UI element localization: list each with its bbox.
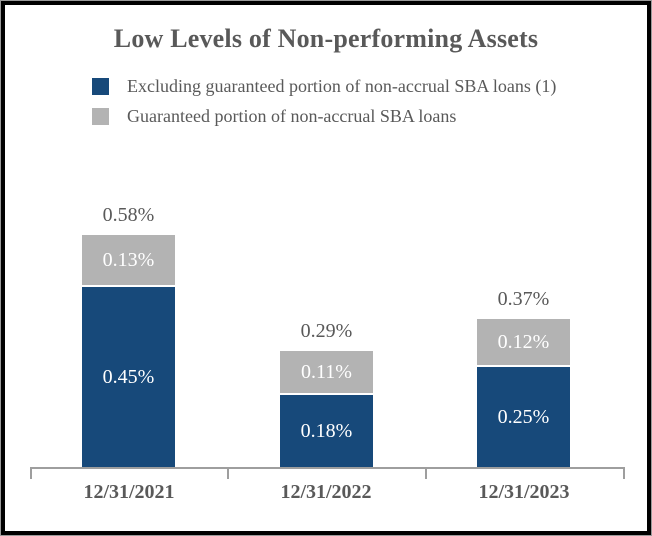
bar-segment-excluding: 0.25% bbox=[477, 367, 570, 467]
legend-item-excluding: Excluding guaranteed portion of non-accr… bbox=[92, 76, 556, 97]
bar-segment-guaranteed: 0.13% bbox=[82, 235, 175, 287]
chart-stage: Low Levels of Non-performing Assets Excl… bbox=[5, 5, 647, 531]
segment-value-label: 0.45% bbox=[102, 365, 155, 388]
segment-value-label: 0.12% bbox=[497, 330, 550, 353]
x-axis-tick bbox=[30, 467, 32, 479]
chart-title: Low Levels of Non-performing Assets bbox=[113, 24, 539, 53]
legend-label: Guaranteed portion of non-accrual SBA lo… bbox=[127, 106, 457, 126]
x-axis-tick bbox=[227, 467, 229, 479]
segment-value-label: 0.13% bbox=[102, 248, 155, 271]
x-axis-label-2022: 12/31/2022 bbox=[280, 481, 372, 503]
bar-total-label: 0.37% bbox=[497, 288, 550, 310]
x-axis-label-2023: 12/31/2023 bbox=[478, 481, 570, 503]
x-axis-tick bbox=[623, 467, 625, 479]
bar-segment-excluding: 0.45% bbox=[82, 287, 175, 467]
segment-value-label: 0.18% bbox=[300, 419, 353, 442]
bar-2023: 0.37% 0.12% 0.25% bbox=[477, 288, 570, 467]
segment-value-label: 0.25% bbox=[497, 405, 550, 428]
bar-segment-excluding: 0.18% bbox=[280, 395, 373, 467]
legend-swatch-gray-icon bbox=[92, 108, 109, 125]
legend-item-guaranteed: Guaranteed portion of non-accrual SBA lo… bbox=[92, 106, 556, 127]
bar-2022: 0.29% 0.11% 0.18% bbox=[280, 320, 373, 467]
bar-total-label: 0.58% bbox=[102, 204, 155, 226]
bar-segment-guaranteed: 0.11% bbox=[280, 351, 373, 395]
x-axis-line bbox=[30, 467, 625, 469]
x-axis-label-2021: 12/31/2021 bbox=[83, 481, 175, 503]
bar-segment-guaranteed: 0.12% bbox=[477, 319, 570, 367]
bar-total-label: 0.29% bbox=[300, 320, 353, 342]
legend-label: Excluding guaranteed portion of non-accr… bbox=[127, 76, 557, 96]
segment-value-label: 0.11% bbox=[301, 360, 352, 383]
x-axis-tick bbox=[425, 467, 427, 479]
legend: Excluding guaranteed portion of non-accr… bbox=[92, 76, 556, 127]
bar-2021: 0.58% 0.13% 0.45% bbox=[82, 204, 175, 467]
legend-swatch-blue-icon bbox=[92, 78, 109, 95]
